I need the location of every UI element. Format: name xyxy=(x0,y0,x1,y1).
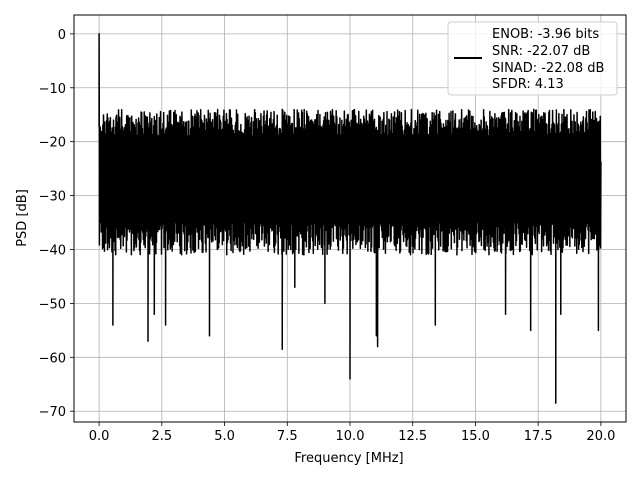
x-tick-label: 5.0 xyxy=(214,429,235,444)
legend-entry-sinad: SINAD: -22.08 dB xyxy=(492,61,604,76)
legend-entry-enob: ENOB: -3.96 bits xyxy=(492,27,599,42)
x-axis-label: Frequency [MHz] xyxy=(294,451,403,466)
x-tick-label: 17.5 xyxy=(524,429,553,444)
x-tick-label: 12.5 xyxy=(398,429,427,444)
x-tick-label: 2.5 xyxy=(151,429,172,444)
x-tick-label: 10.0 xyxy=(336,429,365,444)
y-tick-label: −40 xyxy=(39,243,66,258)
y-tick-label: −20 xyxy=(39,136,66,151)
x-tick-label: 15.0 xyxy=(461,429,490,444)
y-tick-label: −30 xyxy=(39,190,66,205)
y-tick-label: −70 xyxy=(39,405,66,420)
psd-series-line xyxy=(98,33,602,404)
legend: ENOB: -3.96 bits SNR: -22.07 dB SINAD: -… xyxy=(447,21,618,96)
y-tick-label: −60 xyxy=(39,351,66,366)
legend-entry-sfdr: SFDR: 4.13 xyxy=(492,77,564,92)
x-tick-label: 7.5 xyxy=(277,429,298,444)
y-axis-label: PSD [dB] xyxy=(15,189,30,247)
y-tick-label: −10 xyxy=(39,82,66,97)
y-tick-label: 0 xyxy=(58,28,66,43)
data-layer xyxy=(98,33,602,404)
x-tick-label: 20.0 xyxy=(586,429,615,444)
legend-entry-snr: SNR: -22.07 dB xyxy=(492,44,590,59)
tick-layer: 0.0 2.5 5.0 7.5 10.0 12.5 15.0 17.5 20.0 0 −10 −20 −… xyxy=(39,28,616,444)
x-tick-label: 0.0 xyxy=(89,429,110,444)
legend-box xyxy=(447,21,618,96)
y-tick-label: −50 xyxy=(39,297,66,312)
